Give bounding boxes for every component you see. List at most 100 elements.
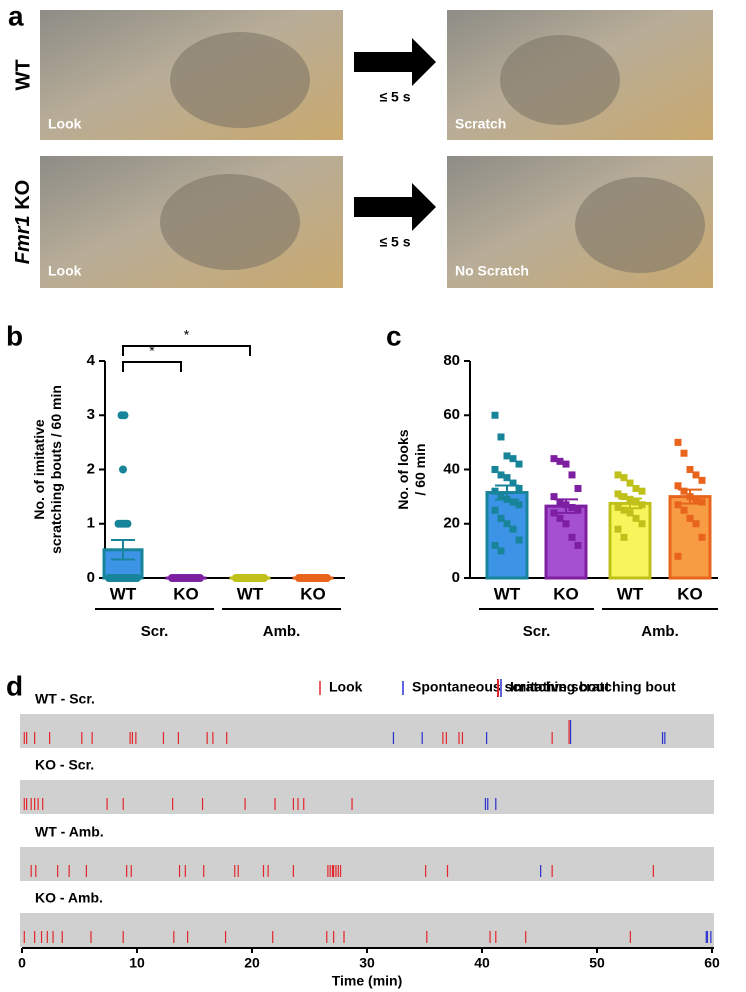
row-label: WT - Amb. — [35, 824, 104, 840]
data-point — [614, 525, 622, 533]
data-point — [626, 509, 634, 517]
x-tick-label: 60 — [704, 955, 720, 971]
interval: ≤ 5 s — [379, 89, 410, 105]
y-axis-label-line: No. of imitative — [31, 419, 47, 520]
x-tick-label: WT — [617, 584, 644, 603]
y-tick-label: 1 — [87, 515, 95, 532]
group-label: Amb. — [263, 623, 301, 640]
data-point — [686, 514, 694, 522]
arrow — [354, 38, 436, 86]
track — [20, 847, 714, 881]
interval: ≤ 5 s — [379, 234, 410, 250]
y-tick-label: 0 — [452, 569, 460, 586]
data-point — [614, 490, 622, 498]
y-tick-label: 0 — [87, 569, 95, 586]
data-point — [497, 471, 505, 479]
significance-label: * — [149, 343, 155, 359]
data-point — [491, 541, 499, 549]
data-point — [632, 514, 640, 522]
data-point — [509, 498, 517, 506]
x-tick-label: 40 — [474, 955, 490, 971]
y-tick-label: 4 — [87, 352, 96, 369]
data-point — [632, 484, 640, 492]
photo-label: Look — [48, 116, 82, 132]
arrow — [354, 183, 436, 231]
data-point — [515, 536, 523, 544]
legend-label: Spontaneous scratching bout — [412, 679, 610, 695]
data-point — [674, 482, 682, 490]
data-point — [497, 547, 505, 555]
significance-bracket — [122, 345, 251, 356]
data-point — [620, 474, 628, 482]
data-point — [632, 498, 640, 506]
data-point — [133, 574, 142, 582]
photo-label: No Scratch — [455, 263, 529, 279]
data-point — [556, 498, 564, 506]
legend-label: Imitative scratching bout — [510, 679, 676, 695]
y-tick-label: 20 — [443, 515, 460, 532]
y-tick-label: 60 — [443, 406, 460, 423]
y-axis-label: No. of imitativescratching bouts / 60 mi… — [31, 385, 64, 554]
row-label: KO - Scr. — [35, 757, 94, 773]
data-point — [491, 506, 499, 514]
data-point — [509, 525, 517, 533]
data-point — [503, 474, 511, 482]
data-point — [491, 411, 499, 419]
y-axis-label-line: scratching bouts / 60 min — [48, 385, 64, 554]
data-point — [698, 498, 706, 506]
data-point — [509, 455, 517, 463]
x-tick-label: KO — [553, 584, 579, 603]
y-tick-label: 80 — [443, 352, 460, 369]
mouse — [500, 35, 620, 125]
x-tick-label: WT — [494, 584, 521, 603]
data-point — [515, 460, 523, 468]
data-point — [574, 484, 582, 492]
significance-label: * — [184, 327, 190, 343]
data-point — [574, 506, 582, 514]
data-point — [119, 465, 127, 474]
y-axis-label: No. of looks/ 60 min — [395, 429, 428, 509]
data-point — [620, 493, 628, 501]
panel-label: b — [6, 320, 23, 351]
data-point — [509, 479, 517, 487]
row-label: WT - Scr. — [35, 691, 95, 707]
data-point — [515, 501, 523, 509]
data-point — [686, 466, 694, 473]
data-point — [680, 487, 688, 495]
x-tick-label: 10 — [129, 955, 145, 971]
data-point — [638, 520, 646, 528]
data-point — [497, 493, 505, 501]
data-point — [620, 533, 628, 541]
data-point — [626, 479, 634, 487]
data-point — [260, 574, 269, 582]
genotype: KO — [12, 180, 34, 210]
row-label: WT — [12, 59, 34, 90]
data-point — [503, 452, 511, 460]
photo-label: Scratch — [455, 116, 506, 132]
data-point — [515, 484, 523, 492]
gene-name: Fmr1 — [12, 215, 34, 264]
data-point — [491, 466, 499, 473]
panel-label: d — [6, 670, 23, 701]
data-point — [497, 514, 505, 522]
mouse — [160, 174, 300, 270]
data-point — [562, 520, 570, 528]
x-tick-label: WT — [237, 584, 264, 603]
y-axis-label-line: No. of looks — [395, 429, 411, 509]
data-point — [568, 503, 576, 511]
data-point — [323, 574, 332, 582]
data-point — [550, 493, 558, 501]
x-axis-label: Time (min) — [332, 973, 403, 989]
x-tick-label: WT — [110, 584, 137, 603]
data-point — [497, 433, 505, 441]
x-tick-label: 30 — [359, 955, 375, 971]
mouse — [170, 32, 310, 128]
data-point — [562, 460, 570, 468]
x-tick-label: KO — [677, 584, 703, 603]
x-tick-label: 0 — [18, 955, 26, 971]
data-point — [568, 471, 576, 479]
data-point — [491, 487, 499, 495]
legend-label: Look — [329, 679, 363, 695]
data-point — [674, 552, 682, 560]
